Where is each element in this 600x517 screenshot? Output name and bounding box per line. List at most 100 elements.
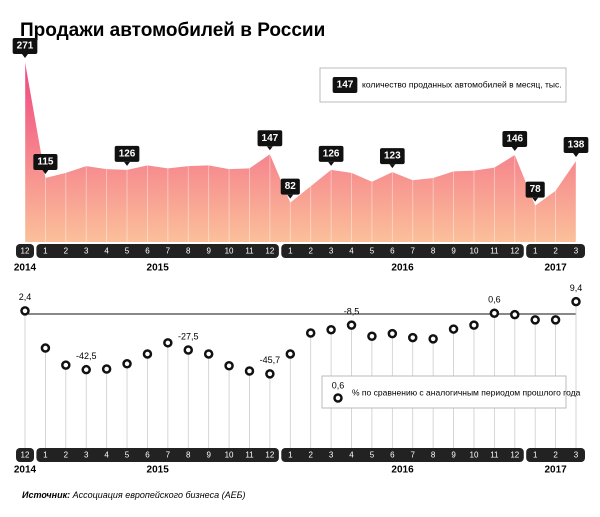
badge-text: 115: [37, 157, 54, 168]
legend-marker: [333, 393, 343, 403]
badge-text: 271: [17, 41, 34, 52]
x-tick-label: 2: [553, 451, 558, 460]
badge-text: 138: [568, 140, 585, 151]
badge: [114, 145, 140, 162]
point: [224, 360, 234, 371]
badge-text: 78: [530, 184, 542, 195]
badge-text: 82: [285, 181, 297, 192]
badge-pointer: [42, 170, 49, 175]
point: [407, 332, 418, 343]
x-tick-label: 1: [288, 247, 293, 256]
x-tick-label: 9: [451, 247, 456, 256]
x-tick-label: 6: [390, 451, 395, 460]
x-tick-label: 3: [329, 247, 334, 256]
x-tick-label: 6: [145, 451, 150, 460]
x-tick-label: 8: [431, 451, 436, 460]
title: Продажи автомобилей в России: [20, 20, 325, 41]
point: [448, 324, 459, 334]
year-label: 2017: [544, 263, 567, 274]
legend-text: % по сравнению с аналогичным периодом пр…: [352, 387, 581, 397]
x-tick-label: 1: [288, 451, 293, 460]
point: [346, 320, 357, 330]
point: [489, 308, 500, 318]
axis-strip: [526, 244, 585, 258]
x-tick-label: 12: [510, 247, 519, 256]
badge-pointer: [532, 197, 539, 202]
x-tick-label: 11: [245, 247, 254, 256]
badge: [563, 136, 589, 153]
point: [510, 309, 520, 320]
axis-strip: [36, 244, 279, 258]
x-tick-label: 3: [329, 451, 334, 460]
legend-box: [319, 67, 567, 103]
axis-strip: [16, 244, 34, 258]
year-label: 2014: [14, 263, 37, 274]
badge: [12, 38, 38, 54]
x-tick-label: 1: [533, 451, 538, 460]
point: [183, 345, 194, 355]
badge: [33, 154, 58, 171]
badge-pointer: [124, 161, 131, 166]
x-tick-label: 12: [265, 451, 274, 460]
x-tick-label: 4: [104, 247, 109, 256]
x-tick-label: 2: [308, 451, 313, 460]
x-tick-label: 1: [43, 247, 48, 256]
x-tick-label: 12: [265, 247, 274, 256]
x-tick-label: 5: [370, 247, 375, 256]
badge: [280, 178, 300, 195]
badge-text: 123: [384, 151, 401, 162]
x-tick-label: 1: [43, 451, 48, 460]
point: [305, 328, 316, 338]
year-label: 2016: [391, 465, 414, 476]
axis-strip: [16, 448, 34, 462]
badge-pointer: [287, 194, 294, 199]
badge: [257, 130, 283, 147]
x-tick-label: 2: [64, 451, 69, 460]
x-tick-label: 8: [186, 451, 191, 460]
x-tick-label: 7: [166, 247, 171, 256]
data-label: 0,6: [488, 295, 501, 305]
x-tick-label: 7: [411, 451, 416, 460]
badge-pointer: [573, 152, 579, 157]
x-tick-label: 10: [225, 451, 234, 460]
x-tick-label: 5: [125, 451, 130, 460]
x-tick-label: 4: [349, 451, 354, 460]
x-tick-label: 9: [206, 451, 211, 460]
data-label: -45,7: [260, 355, 281, 365]
point: [428, 334, 438, 344]
x-tick-label: 9: [451, 451, 456, 460]
x-tick-label: 3: [84, 451, 89, 460]
x-tick-label: 2: [64, 247, 69, 256]
point: [571, 296, 581, 307]
point: [387, 328, 398, 339]
badge: [332, 77, 358, 93]
badge: [502, 130, 528, 147]
point: [163, 338, 173, 348]
x-tick-label: 3: [84, 247, 89, 256]
point: [326, 324, 336, 335]
badge-text: 147: [262, 133, 279, 144]
badge-pointer: [328, 161, 335, 166]
year-label: 2015: [147, 465, 170, 476]
year-label: 2014: [14, 465, 37, 476]
area: [25, 62, 576, 242]
x-tick-label: 9: [206, 247, 211, 256]
x-tick-label: 5: [370, 451, 375, 460]
badge-pointer: [511, 146, 518, 151]
x-tick-label: 12: [510, 451, 519, 460]
x-tick-label: 2: [553, 247, 558, 256]
axis-strip: [281, 244, 524, 258]
x-tick-label: 10: [225, 247, 234, 256]
data-label: -27,5: [178, 331, 199, 341]
legend-text: количество проданных автомобилей в месяц…: [362, 79, 562, 89]
axis-strip: [526, 448, 585, 462]
badge-text: 126: [323, 149, 340, 160]
point: [40, 343, 51, 353]
x-tick-label: 7: [411, 247, 416, 256]
x-tick-label: 4: [104, 451, 109, 460]
legend-box: [321, 375, 567, 409]
point: [61, 360, 71, 370]
point: [469, 320, 479, 330]
badge-text: 126: [119, 149, 136, 160]
